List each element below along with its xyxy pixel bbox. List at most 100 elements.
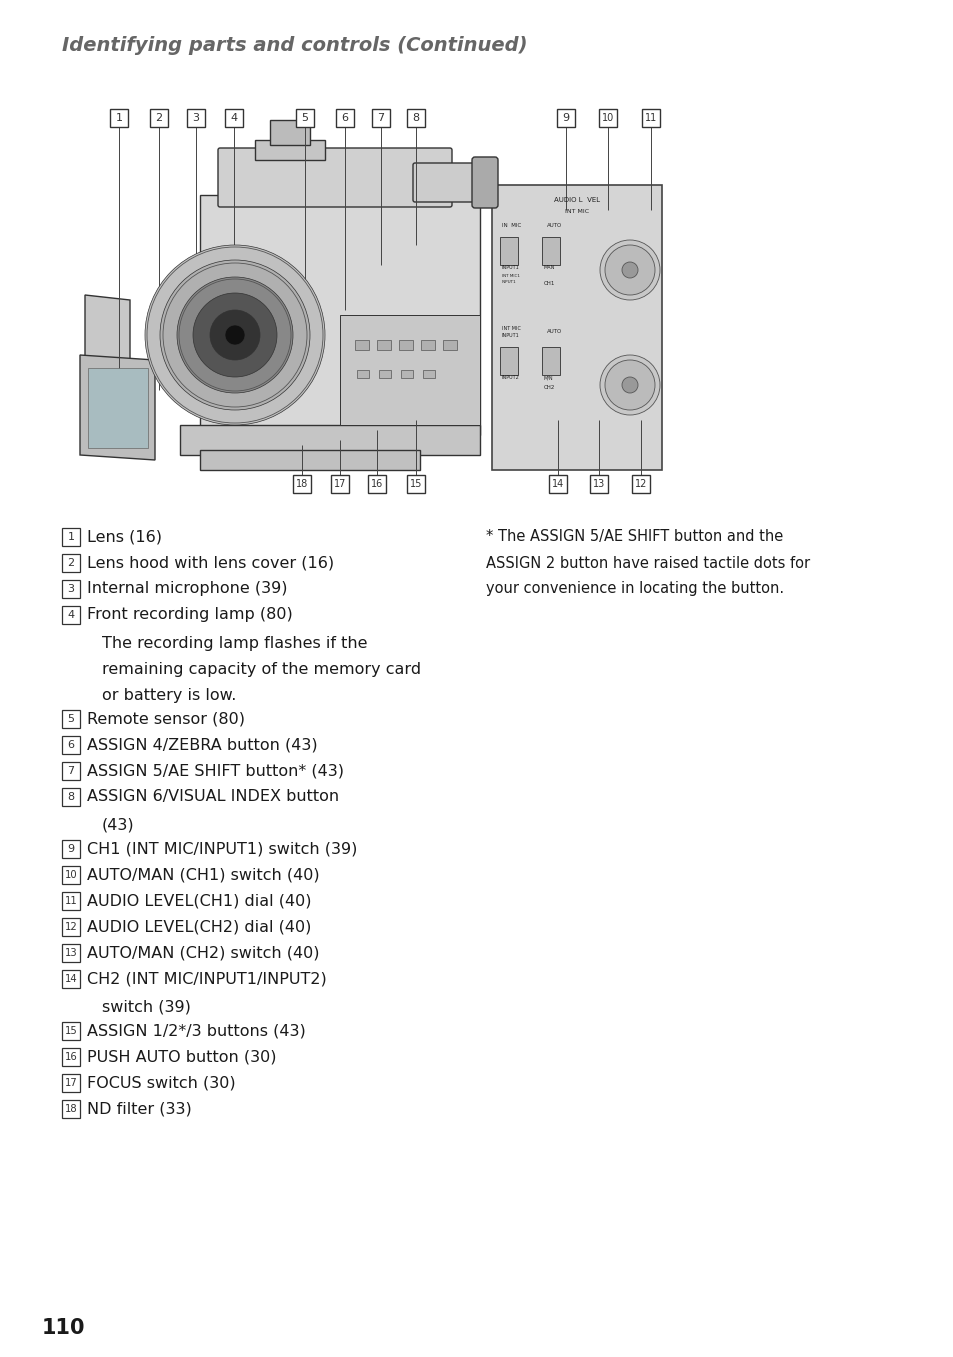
Text: 18: 18 — [295, 479, 308, 489]
Text: your convenience in locating the button.: your convenience in locating the button. — [485, 582, 783, 597]
FancyBboxPatch shape — [413, 163, 486, 202]
Bar — [541, 237, 559, 265]
Bar — [62, 866, 80, 883]
Bar — [589, 475, 607, 493]
Text: PUSH AUTO button (30): PUSH AUTO button (30) — [87, 1049, 276, 1064]
Polygon shape — [80, 356, 154, 460]
Text: ASSIGN 1/2*/3 buttons (43): ASSIGN 1/2*/3 buttons (43) — [87, 1023, 305, 1038]
Text: Front recording lamp (80): Front recording lamp (80) — [87, 608, 293, 623]
Bar — [187, 109, 205, 128]
Text: CH2 (INT MIC/INPUT1/INPUT2): CH2 (INT MIC/INPUT1/INPUT2) — [87, 972, 327, 987]
Bar — [200, 195, 479, 436]
Text: 12: 12 — [65, 921, 77, 932]
Bar — [62, 1101, 80, 1118]
Text: (43): (43) — [102, 818, 134, 833]
Text: 6: 6 — [341, 113, 348, 123]
Text: 11: 11 — [65, 896, 77, 906]
Text: AUDIO L  VEL: AUDIO L VEL — [554, 197, 599, 204]
Bar — [62, 710, 80, 727]
Text: INT MIC1: INT MIC1 — [501, 274, 519, 278]
Text: 1: 1 — [115, 113, 122, 123]
Text: 5: 5 — [301, 113, 308, 123]
Text: INPUT1: INPUT1 — [501, 280, 517, 284]
Circle shape — [225, 324, 245, 345]
Bar — [200, 451, 419, 470]
Bar — [110, 109, 128, 128]
Bar — [62, 763, 80, 780]
Bar — [407, 475, 424, 493]
Text: 14: 14 — [65, 974, 77, 984]
Text: 8: 8 — [412, 113, 419, 123]
Text: 10: 10 — [65, 870, 77, 879]
Bar — [548, 475, 566, 493]
Text: IN  MIC: IN MIC — [501, 223, 520, 228]
Text: INPUT2: INPUT2 — [501, 375, 519, 380]
Circle shape — [599, 356, 659, 415]
Text: MAN: MAN — [543, 265, 555, 270]
Text: 17: 17 — [65, 1077, 77, 1088]
Text: 14: 14 — [551, 479, 563, 489]
Text: The recording lamp flashes if the: The recording lamp flashes if the — [102, 636, 367, 651]
Circle shape — [621, 377, 638, 394]
Bar — [62, 1048, 80, 1067]
Text: 4: 4 — [68, 611, 74, 620]
Text: CH1 (INT MIC/INPUT1) switch (39): CH1 (INT MIC/INPUT1) switch (39) — [87, 841, 357, 856]
Bar — [407, 109, 424, 128]
Bar — [335, 109, 354, 128]
Text: ASSIGN 6/VISUAL INDEX button: ASSIGN 6/VISUAL INDEX button — [87, 790, 338, 805]
Bar — [420, 341, 435, 350]
Bar — [631, 475, 649, 493]
Bar — [356, 370, 369, 379]
Text: 110: 110 — [42, 1318, 86, 1338]
Text: AUDIO LEVEL(CH2) dial (40): AUDIO LEVEL(CH2) dial (40) — [87, 920, 311, 935]
Text: 15: 15 — [410, 479, 422, 489]
Text: 5: 5 — [68, 714, 74, 725]
Text: ASSIGN 4/ZEBRA button (43): ASSIGN 4/ZEBRA button (43) — [87, 737, 317, 753]
Bar — [442, 341, 456, 350]
Text: 13: 13 — [65, 949, 77, 958]
Text: 16: 16 — [65, 1052, 77, 1063]
Text: ND filter (33): ND filter (33) — [87, 1102, 192, 1117]
Bar — [368, 475, 386, 493]
Bar — [295, 109, 314, 128]
Circle shape — [604, 360, 655, 410]
Bar — [62, 892, 80, 911]
Text: Lens (16): Lens (16) — [87, 529, 162, 544]
Bar — [331, 475, 349, 493]
Text: remaining capacity of the memory card: remaining capacity of the memory card — [102, 662, 420, 677]
Text: 11: 11 — [644, 113, 657, 123]
Text: 12: 12 — [634, 479, 646, 489]
FancyBboxPatch shape — [472, 157, 497, 208]
Bar — [541, 347, 559, 375]
Text: 18: 18 — [65, 1105, 77, 1114]
Bar — [339, 315, 479, 425]
Text: switch (39): switch (39) — [102, 1000, 191, 1015]
Text: Lens hood with lens cover (16): Lens hood with lens cover (16) — [87, 555, 334, 570]
Text: 3: 3 — [193, 113, 199, 123]
Text: INT MIC: INT MIC — [564, 209, 588, 214]
Bar — [372, 109, 390, 128]
Bar — [499, 347, 517, 375]
Text: 3: 3 — [68, 584, 74, 594]
Bar — [355, 341, 369, 350]
Bar — [62, 735, 80, 754]
Bar — [62, 788, 80, 806]
Bar — [557, 109, 575, 128]
Bar — [88, 368, 148, 448]
Text: Internal microphone (39): Internal microphone (39) — [87, 582, 287, 597]
Bar — [62, 528, 80, 546]
Bar — [400, 370, 413, 379]
Circle shape — [210, 309, 260, 360]
Bar — [378, 370, 391, 379]
Text: * The ASSIGN 5/AE SHIFT button and the: * The ASSIGN 5/AE SHIFT button and the — [485, 529, 782, 544]
Text: 7: 7 — [68, 765, 74, 776]
Text: 8: 8 — [68, 792, 74, 802]
Text: 2: 2 — [68, 558, 74, 569]
Bar — [62, 607, 80, 624]
Bar — [62, 579, 80, 598]
Bar — [499, 237, 517, 265]
Text: 1: 1 — [68, 532, 74, 541]
Text: 9: 9 — [562, 113, 569, 123]
Bar — [62, 1022, 80, 1039]
FancyBboxPatch shape — [218, 148, 452, 208]
